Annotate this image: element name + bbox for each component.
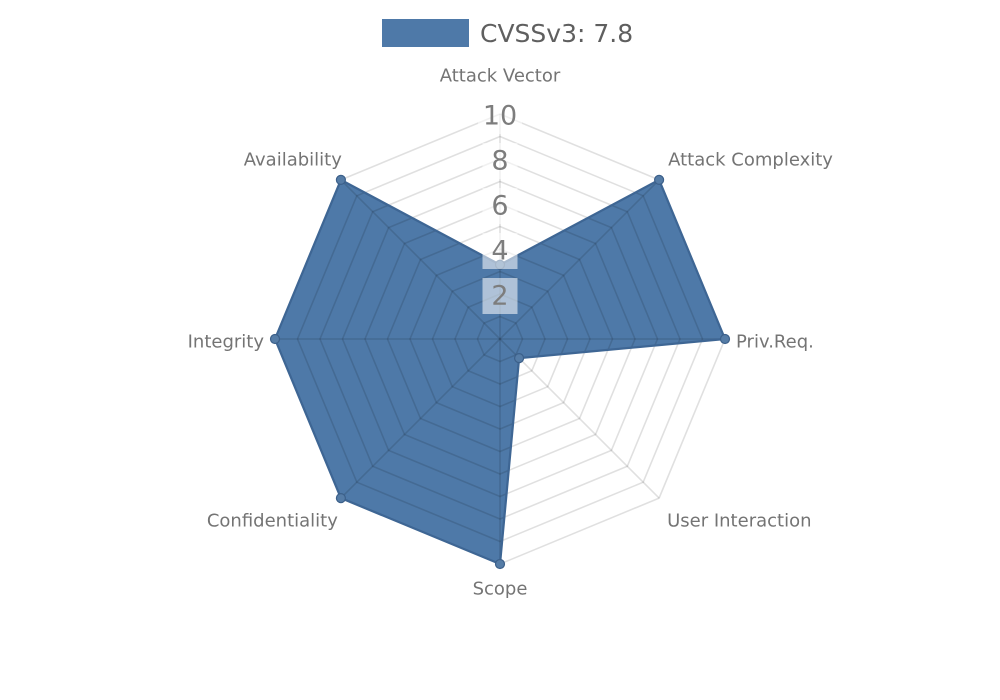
- radar-grid-ring: [341, 180, 659, 498]
- axis-label-integrity: Integrity: [188, 332, 265, 353]
- data-point-marker-user-interaction: [513, 352, 525, 364]
- tick-label-box: [482, 143, 518, 179]
- radar-grid-ring: [431, 270, 569, 408]
- radar-grid-spoke: [340, 179, 501, 340]
- tick-label: 8: [491, 146, 508, 177]
- legend-label: CVSSv3: 7.8: [480, 18, 634, 48]
- tick-label-box: [482, 278, 518, 314]
- radar-grid-ring: [386, 225, 614, 453]
- data-point-marker-integrity: [269, 333, 281, 345]
- axis-label-scope: Scope: [473, 579, 528, 600]
- tick-label-box: [482, 233, 518, 269]
- radar-grid-ring: [319, 158, 681, 520]
- chart-legend: CVSSv3: 7.8: [382, 18, 634, 48]
- data-point-marker-scope: [494, 558, 506, 570]
- data-point-marker-priv-req: [719, 333, 731, 345]
- radar-grid-spoke: [499, 179, 660, 340]
- radar-polygon-fill: [275, 179, 725, 564]
- tick-label-box: [482, 188, 518, 224]
- tick-label: 2: [491, 281, 508, 312]
- radar-grid-ring: [454, 293, 546, 385]
- radar-grid-ring: [476, 315, 524, 363]
- axis-label-confidentiality: Confidentiality: [207, 511, 338, 532]
- axis-label-priv-req: Priv.Req.: [736, 332, 814, 353]
- axis-label-attack-complexity: Attack Complexity: [668, 149, 833, 170]
- legend-swatch: [382, 19, 469, 47]
- tick-label-box: [478, 98, 522, 134]
- data-point-marker-confidentiality: [335, 492, 347, 504]
- data-point-marker-availability: [335, 174, 347, 186]
- axis-label-attack-vector: Attack Vector: [440, 66, 561, 87]
- axis-label-availability: Availability: [244, 149, 342, 170]
- radar-grid-spoke: [499, 338, 660, 499]
- tick-label: 6: [491, 191, 508, 222]
- data-point-marker-attack-complexity: [653, 174, 665, 186]
- tick-label: 10: [483, 101, 517, 132]
- radar-grid-ring: [409, 248, 591, 430]
- tick-label: 4: [491, 236, 508, 267]
- radar-grid-spoke: [340, 338, 501, 499]
- radar-grid-ring: [296, 135, 704, 543]
- radar-grid-ring: [364, 203, 636, 475]
- axis-label-user-interaction: User Interaction: [667, 511, 811, 532]
